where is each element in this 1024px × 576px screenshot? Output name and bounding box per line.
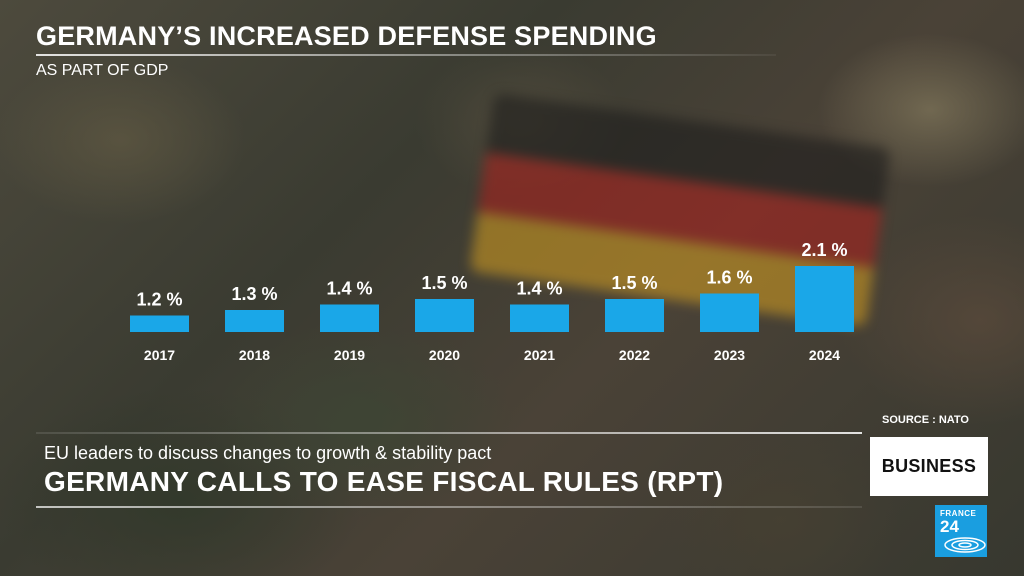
category-label-2020: 2020 xyxy=(429,347,460,363)
logo-text-24: 24 xyxy=(940,517,959,536)
bar-2022 xyxy=(605,299,664,332)
source-label: SOURCE : NATO xyxy=(882,414,969,426)
lower-third-headline: GERMANY CALLS TO EASE FISCAL RULES (RPT) xyxy=(44,466,724,497)
value-label-2018: 1.3 % xyxy=(231,284,277,304)
bar-2018 xyxy=(225,310,284,332)
lower-third-top-divider xyxy=(36,432,862,434)
lower-third-bottom-divider xyxy=(36,506,862,508)
lower-third-subheadline: EU leaders to discuss changes to growth … xyxy=(44,443,492,463)
bar-2024 xyxy=(795,266,854,332)
value-label-2020: 1.5 % xyxy=(421,273,467,293)
chart-subtitle: AS PART OF GDP xyxy=(36,62,169,79)
value-label-2017: 1.2 % xyxy=(136,290,182,310)
chart-title: GERMANY’S INCREASED DEFENSE SPENDING xyxy=(36,21,657,51)
category-label-2019: 2019 xyxy=(334,347,365,363)
category-label-2022: 2022 xyxy=(619,347,650,363)
lower-third: EU leaders to discuss changes to growth … xyxy=(36,432,862,508)
title-divider xyxy=(36,54,776,56)
section-badge-label: BUSINESS xyxy=(881,456,977,476)
section-badge: BUSINESS xyxy=(870,437,988,496)
category-label-2021: 2021 xyxy=(524,347,555,363)
value-label-2022: 1.5 % xyxy=(611,273,657,293)
value-label-2024: 2.1 % xyxy=(801,240,847,260)
value-label-2023: 1.6 % xyxy=(706,268,752,288)
bar-2020 xyxy=(415,299,474,332)
category-label-2024: 2024 xyxy=(809,347,840,363)
category-label-2023: 2023 xyxy=(714,347,745,363)
bar-2023 xyxy=(700,293,759,332)
bar-2017 xyxy=(130,315,189,332)
title-block: GERMANY’S INCREASED DEFENSE SPENDING AS … xyxy=(36,20,776,80)
channel-logo: FRANCE 24 xyxy=(935,505,987,557)
value-label-2019: 1.4 % xyxy=(326,279,372,299)
bar-2019 xyxy=(320,304,379,332)
logo-waves-icon xyxy=(944,537,986,553)
category-label-2017: 2017 xyxy=(144,347,175,363)
bar-2021 xyxy=(510,304,569,332)
category-label-2018: 2018 xyxy=(239,347,270,363)
logo-text-france: FRANCE xyxy=(940,509,977,518)
value-label-2021: 1.4 % xyxy=(516,279,562,299)
